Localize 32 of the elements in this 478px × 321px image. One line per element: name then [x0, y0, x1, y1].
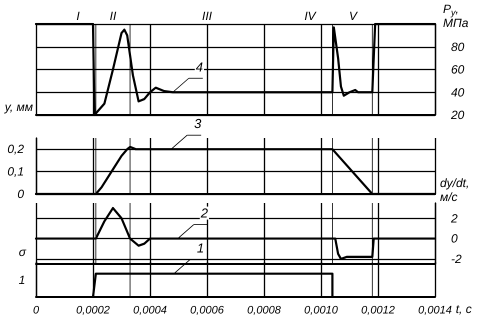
- x-tick-label: 0: [32, 304, 40, 316]
- y2-tick-label: 2: [450, 211, 458, 226]
- y2-tick-label: 40: [451, 85, 465, 100]
- y2-axis-title: dy/dt, м/с: [440, 176, 470, 204]
- y2-tick-label: 0: [451, 232, 458, 246]
- x-tick-label: 0,0012: [361, 304, 395, 316]
- text: I: [76, 9, 80, 23]
- y-axis-title: y, мм: [4, 100, 33, 114]
- y2-tick-label: -2: [451, 252, 462, 266]
- x-tick-label: 0,0004: [133, 304, 167, 316]
- y2-tick-label: 20: [450, 108, 465, 122]
- text: II: [110, 9, 117, 23]
- x-tick-label: 0,0002: [76, 304, 110, 316]
- x-tick-label: 0,0010: [304, 304, 339, 316]
- x-tick-label: 0,0014: [418, 304, 452, 316]
- series-label: 1: [196, 240, 204, 256]
- text: IV: [304, 9, 317, 23]
- text: V: [348, 9, 358, 23]
- series-label: 3: [194, 116, 202, 132]
- y-tick-label: 0,1: [7, 164, 24, 179]
- series-label: 4: [196, 59, 204, 74]
- y-tick-label: 0: [17, 187, 24, 201]
- y2-tick-label: 80: [451, 40, 465, 54]
- y-axis-title: σ: [18, 245, 27, 259]
- text: III: [202, 9, 213, 23]
- series-label: 2: [200, 206, 209, 221]
- y2-tick-label: 60: [451, 62, 465, 76]
- x-tick-label: 0,0008: [247, 304, 282, 316]
- x-axis-title: t, c: [456, 302, 472, 316]
- y-tick-label: 0,2: [7, 142, 24, 156]
- text: 1: [18, 273, 26, 287]
- x-tick-label: 0,0006: [190, 304, 225, 316]
